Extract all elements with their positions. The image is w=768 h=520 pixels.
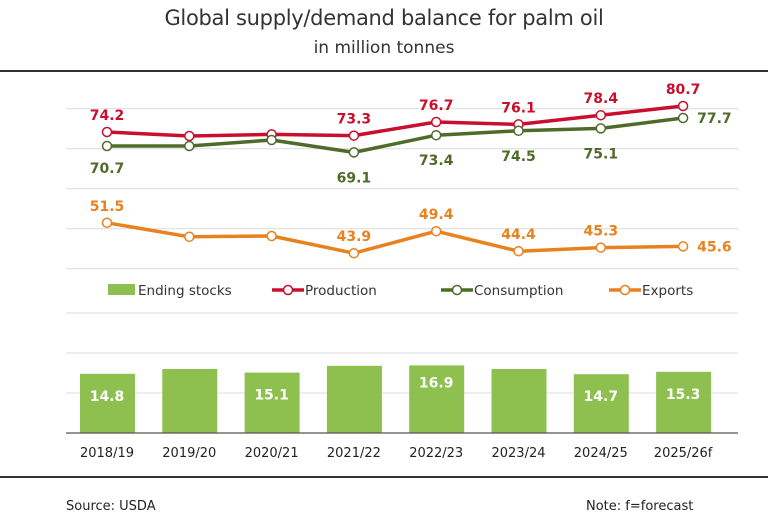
bar-2021/22 xyxy=(326,365,382,433)
x-tick-label: 2020/21 xyxy=(245,446,299,461)
production-label: 73.3 xyxy=(337,112,372,128)
legend-swatch-stocks xyxy=(108,284,135,295)
exports-label: 49.4 xyxy=(419,207,454,223)
production-point xyxy=(101,126,113,138)
exports-label: 43.9 xyxy=(337,229,372,245)
bar-2018/19 xyxy=(80,373,135,433)
bar-label: 14.8 xyxy=(90,389,125,405)
legend-stocks: Ending stocks xyxy=(138,283,232,299)
bar-2025/26f xyxy=(656,371,712,433)
x-tick-label: 2021/22 xyxy=(327,446,381,461)
exports-point xyxy=(677,241,689,252)
exports-point xyxy=(595,242,607,253)
bar-label: 14.7 xyxy=(584,389,619,405)
consumption-label: 74.5 xyxy=(501,149,536,165)
exports-label: 45.6 xyxy=(697,239,732,255)
production-label: 76.7 xyxy=(419,98,454,114)
production-point xyxy=(595,109,607,121)
production-point xyxy=(430,116,442,128)
consumption-point xyxy=(513,125,524,137)
production-point xyxy=(184,130,195,142)
exports-point xyxy=(266,230,277,242)
consumption-point xyxy=(595,123,607,134)
consumption-point xyxy=(430,129,442,141)
chart-title: Global supply/demand balance for palm oi… xyxy=(164,6,604,30)
consumption-point xyxy=(348,147,360,158)
exports-line xyxy=(106,221,684,255)
production-label: 80.7 xyxy=(666,82,701,98)
exports-label: 45.3 xyxy=(584,224,619,240)
forecast-note: Note: f=forecast xyxy=(586,499,694,514)
production-point xyxy=(677,100,689,112)
consumption-label: 73.4 xyxy=(419,153,454,169)
x-tick-label: 2018/19 xyxy=(80,446,134,461)
legend-exports: Exports xyxy=(642,283,693,299)
production-label: 76.1 xyxy=(501,100,536,116)
legend-marker-consumption xyxy=(451,284,463,296)
bar-label: 15.3 xyxy=(666,387,701,403)
x-tick-label: 2019/20 xyxy=(162,446,216,461)
consumption-point xyxy=(266,134,277,146)
legend-marker-production xyxy=(282,284,294,296)
x-tick-label: 2022/23 xyxy=(409,446,463,461)
bar-2020/21 xyxy=(244,372,300,433)
consumption-label: 77.7 xyxy=(697,111,732,127)
production-line xyxy=(106,104,684,138)
source-note: Source: USDA xyxy=(66,499,156,514)
header-divider xyxy=(0,70,768,72)
legend-consumption: Consumption xyxy=(474,283,563,299)
exports-point xyxy=(430,225,442,237)
exports-point xyxy=(513,245,524,257)
exports-point xyxy=(101,217,113,229)
bar-2023/24 xyxy=(491,369,547,433)
exports-point xyxy=(348,247,360,259)
consumption-point xyxy=(677,112,689,124)
consumption-line xyxy=(107,116,684,155)
consumption-label: 75.1 xyxy=(584,146,619,162)
bar-2022/23 xyxy=(409,365,465,433)
x-tick-label: 2025/26f xyxy=(654,446,713,461)
production-label: 74.2 xyxy=(90,108,125,124)
x-tick-label: 2024/25 xyxy=(574,446,628,461)
footer-divider xyxy=(0,476,768,478)
x-tick-label: 2023/24 xyxy=(491,446,545,461)
consumption-label: 69.1 xyxy=(337,170,372,186)
production-label: 78.4 xyxy=(584,91,619,107)
bar-2024/25 xyxy=(573,374,629,433)
consumption-point xyxy=(184,140,195,152)
bar-label: 16.9 xyxy=(419,375,454,391)
chart-subtitle: in million tonnes xyxy=(313,38,455,58)
production-point xyxy=(348,130,360,141)
exports-point xyxy=(184,231,195,243)
consumption-point xyxy=(101,140,113,152)
exports-label: 51.5 xyxy=(90,199,125,215)
legend-marker-exports xyxy=(619,284,631,296)
consumption-label: 70.7 xyxy=(90,161,125,177)
bar-label: 15.1 xyxy=(254,388,289,404)
bar-2019/20 xyxy=(162,369,218,433)
legend-production: Production xyxy=(305,283,377,299)
exports-label: 44.4 xyxy=(501,227,536,243)
